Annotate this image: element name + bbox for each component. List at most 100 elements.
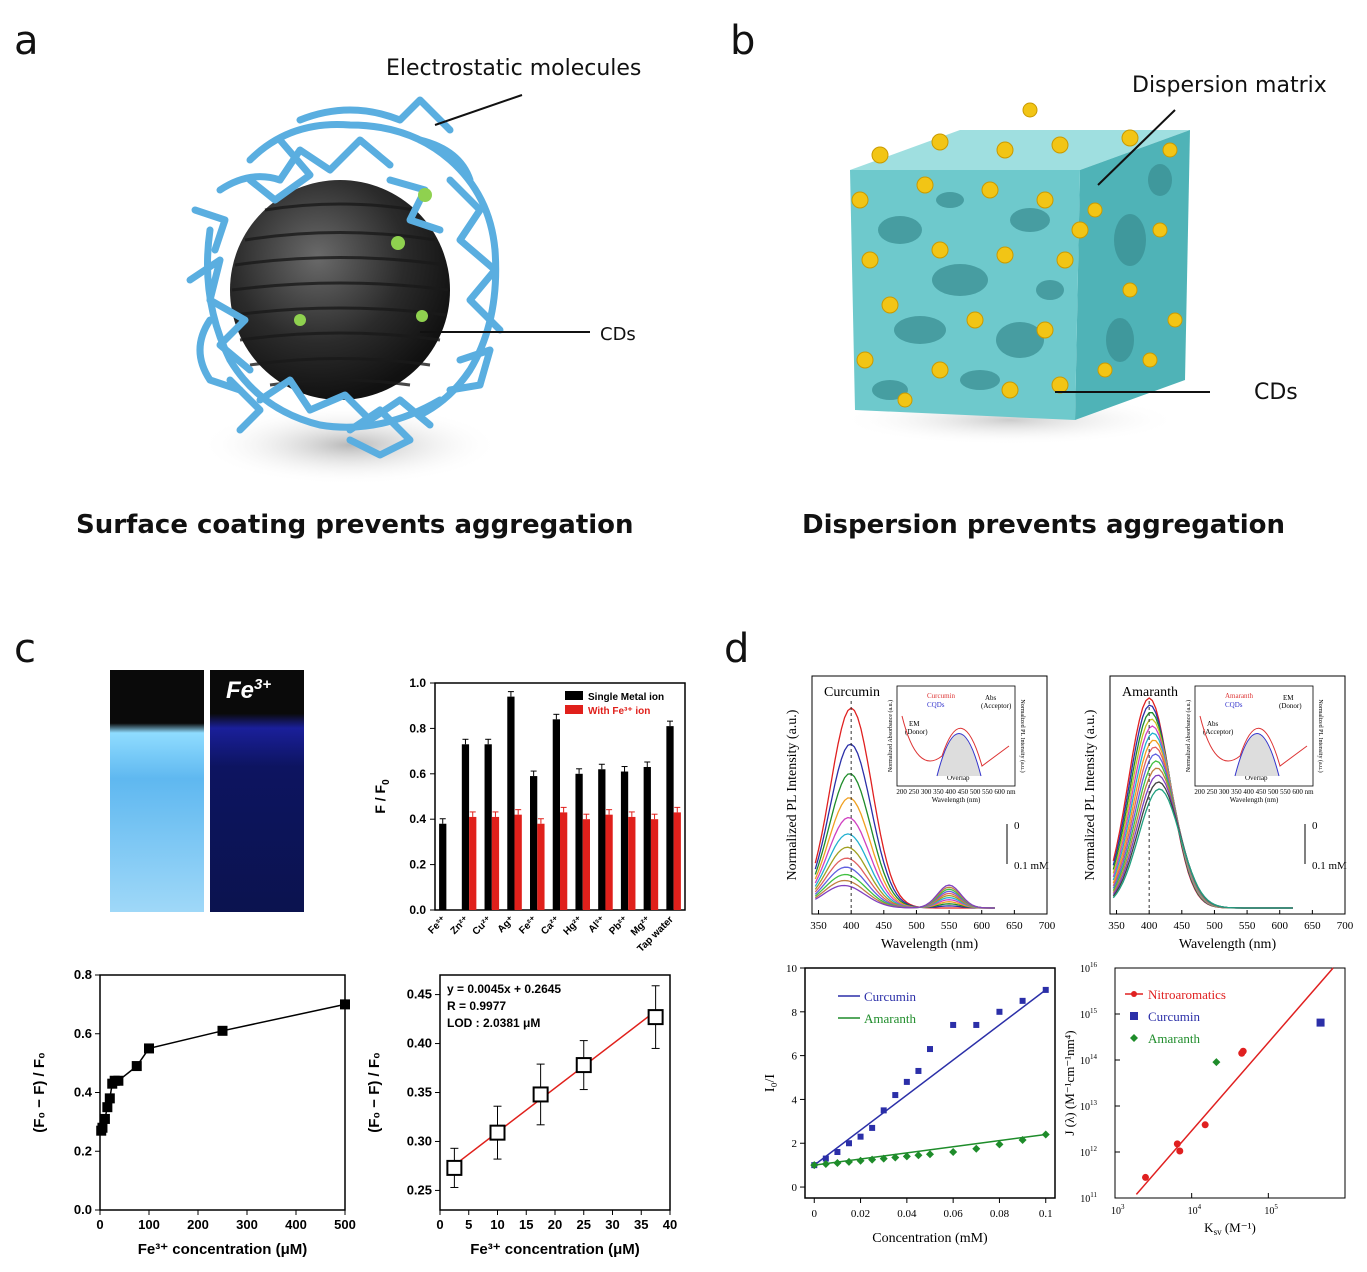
bar: [628, 816, 636, 910]
inset-ylabel: Normalized Absorbance (a.u.): [887, 700, 894, 772]
fit-line: [1135, 967, 1334, 1195]
y-tick-label: 1015: [1080, 1007, 1098, 1021]
x-tick-label: 200: [187, 1217, 209, 1232]
plot-frame: [1109, 675, 1346, 915]
x-tick-label: 100: [138, 1217, 160, 1232]
inset-label: EM: [1283, 694, 1294, 702]
data-point: [1019, 997, 1026, 1004]
y-tick-label: 0.0: [409, 903, 426, 917]
callout-cds-a: CDs: [600, 324, 636, 345]
data-point: [950, 1021, 957, 1028]
legend-label: Nitroaromatics: [1148, 987, 1226, 1002]
data-point: [340, 999, 350, 1010]
x-tick-label: 30: [605, 1217, 619, 1232]
y-axis-label: I₀/I: [763, 1074, 778, 1092]
data-point: [810, 1161, 819, 1170]
y-tick-label: 10: [786, 963, 798, 975]
inset-legend: CQDs: [1225, 701, 1243, 709]
data-point: [914, 1151, 923, 1160]
y-tick-label: 0.6: [409, 767, 426, 781]
cd-green-dot: [294, 314, 306, 326]
legend-label: Single Metal ion: [588, 692, 664, 703]
inset-xticks: 200 250 300 350 400 450 500 550 600 nm: [1194, 788, 1314, 796]
inset-legend: CQDs: [927, 701, 945, 709]
data-point: [1176, 1147, 1184, 1155]
y-tick-label: 6: [792, 1051, 798, 1063]
x-tick-label: 650: [1006, 920, 1023, 932]
annotation: 0.1 mM: [1312, 860, 1347, 872]
chart-selectivity-bar: 0.0 0.2 0.4 0.6 0.8 1.0 F / F0 Fe³⁺ Zn²⁺ Cu²⁺ Ag⁺ F…: [372, 676, 686, 953]
x-tick-label: 0.08: [990, 1208, 1010, 1220]
x-tick-label: 350: [810, 920, 827, 932]
data-point: [857, 1133, 864, 1140]
data-point: [647, 1009, 664, 1026]
annotation: 0: [1014, 820, 1020, 832]
legend-label: Amaranth: [1148, 1031, 1200, 1046]
y-axis-label: (F₀ − F) / F₀: [31, 1052, 48, 1133]
chart-curcumin-pl: 350 400 450 500 550 600 650 700 Wavelength (nm) N…: [785, 675, 1056, 952]
inset-label: Abs: [985, 694, 997, 702]
bar: [461, 744, 470, 910]
data-point: [446, 1159, 463, 1176]
data-point: [1042, 986, 1049, 993]
spectrum-line: [814, 707, 995, 909]
bar: [552, 719, 560, 910]
y-tick-label: 0: [792, 1182, 798, 1194]
x-tick-label: Hg²⁺: [562, 914, 585, 937]
data-point: [99, 1113, 110, 1124]
caption-a: Surface coating prevents aggregation: [76, 510, 634, 540]
bar: [643, 766, 651, 910]
data-point: [903, 1078, 910, 1085]
plot-frame: [1114, 967, 1346, 1199]
x-tick-label: Ag⁺: [496, 914, 517, 935]
data-point: [532, 1086, 549, 1103]
panel-label-a: a: [14, 18, 39, 64]
vial-photo-quenched: [210, 670, 304, 912]
callout-cds-b: CDs: [1254, 380, 1298, 405]
x-axis-label: Ksv (M⁻¹): [1204, 1220, 1256, 1237]
legend-label: Curcumin: [1148, 1009, 1200, 1024]
data-point: [1018, 1135, 1027, 1144]
x-tick-label: 0: [96, 1217, 103, 1232]
legend-marker: [1131, 991, 1137, 997]
legend-label: Amaranth: [864, 1011, 916, 1026]
bar: [575, 773, 583, 910]
inset-xlabel: Wavelength (nm): [1230, 796, 1279, 804]
inset-curve: [936, 733, 982, 777]
x-tick-label: 105: [1264, 1203, 1278, 1217]
x-tick-label: 600: [1271, 920, 1288, 932]
fit-line: [814, 1133, 1046, 1166]
spectrum-line: [1112, 788, 1293, 909]
data-point: [1041, 1130, 1050, 1139]
x-tick-label: 0.04: [897, 1208, 917, 1220]
fit-line: [813, 989, 1047, 1166]
y-tick-label: 0.35: [407, 1085, 432, 1100]
x-tick-label: 20: [548, 1217, 562, 1232]
x-axis-label: Concentration (mM): [872, 1231, 988, 1246]
leader-line: [1097, 109, 1176, 186]
x-tick-label: Fe²⁺: [517, 914, 539, 936]
y-tick-label: 0.8: [74, 967, 92, 982]
plot-frame: [99, 974, 346, 1211]
fit-annotation: y = 0.0045x + 0.2645: [447, 982, 561, 996]
data-point: [915, 1067, 922, 1074]
x-tick-label: 0: [436, 1217, 443, 1232]
x-tick-label: 650: [1304, 920, 1321, 932]
x-tick-label: 450: [1174, 920, 1191, 932]
y-tick-label: 1014: [1080, 1053, 1098, 1067]
data-point: [1316, 1018, 1325, 1027]
legend-label: With Fe³⁺ ion: [588, 706, 650, 717]
plot-frame: [811, 675, 1048, 915]
bar: [484, 744, 492, 910]
inset-label: (Acceptor): [981, 702, 1012, 710]
coated-cd-illustration: [186, 94, 590, 485]
y-tick-label: 8: [792, 1007, 798, 1019]
inset-label: (Acceptor): [1203, 728, 1234, 736]
spectrum-line: [814, 884, 995, 909]
y-tick-label: 1011: [1080, 1191, 1097, 1205]
inset-label: EM: [909, 720, 920, 728]
annotation: 0.1 mM: [1014, 860, 1049, 872]
data-point: [833, 1158, 842, 1167]
spectrum-line: [814, 743, 995, 909]
bar: [650, 819, 659, 910]
